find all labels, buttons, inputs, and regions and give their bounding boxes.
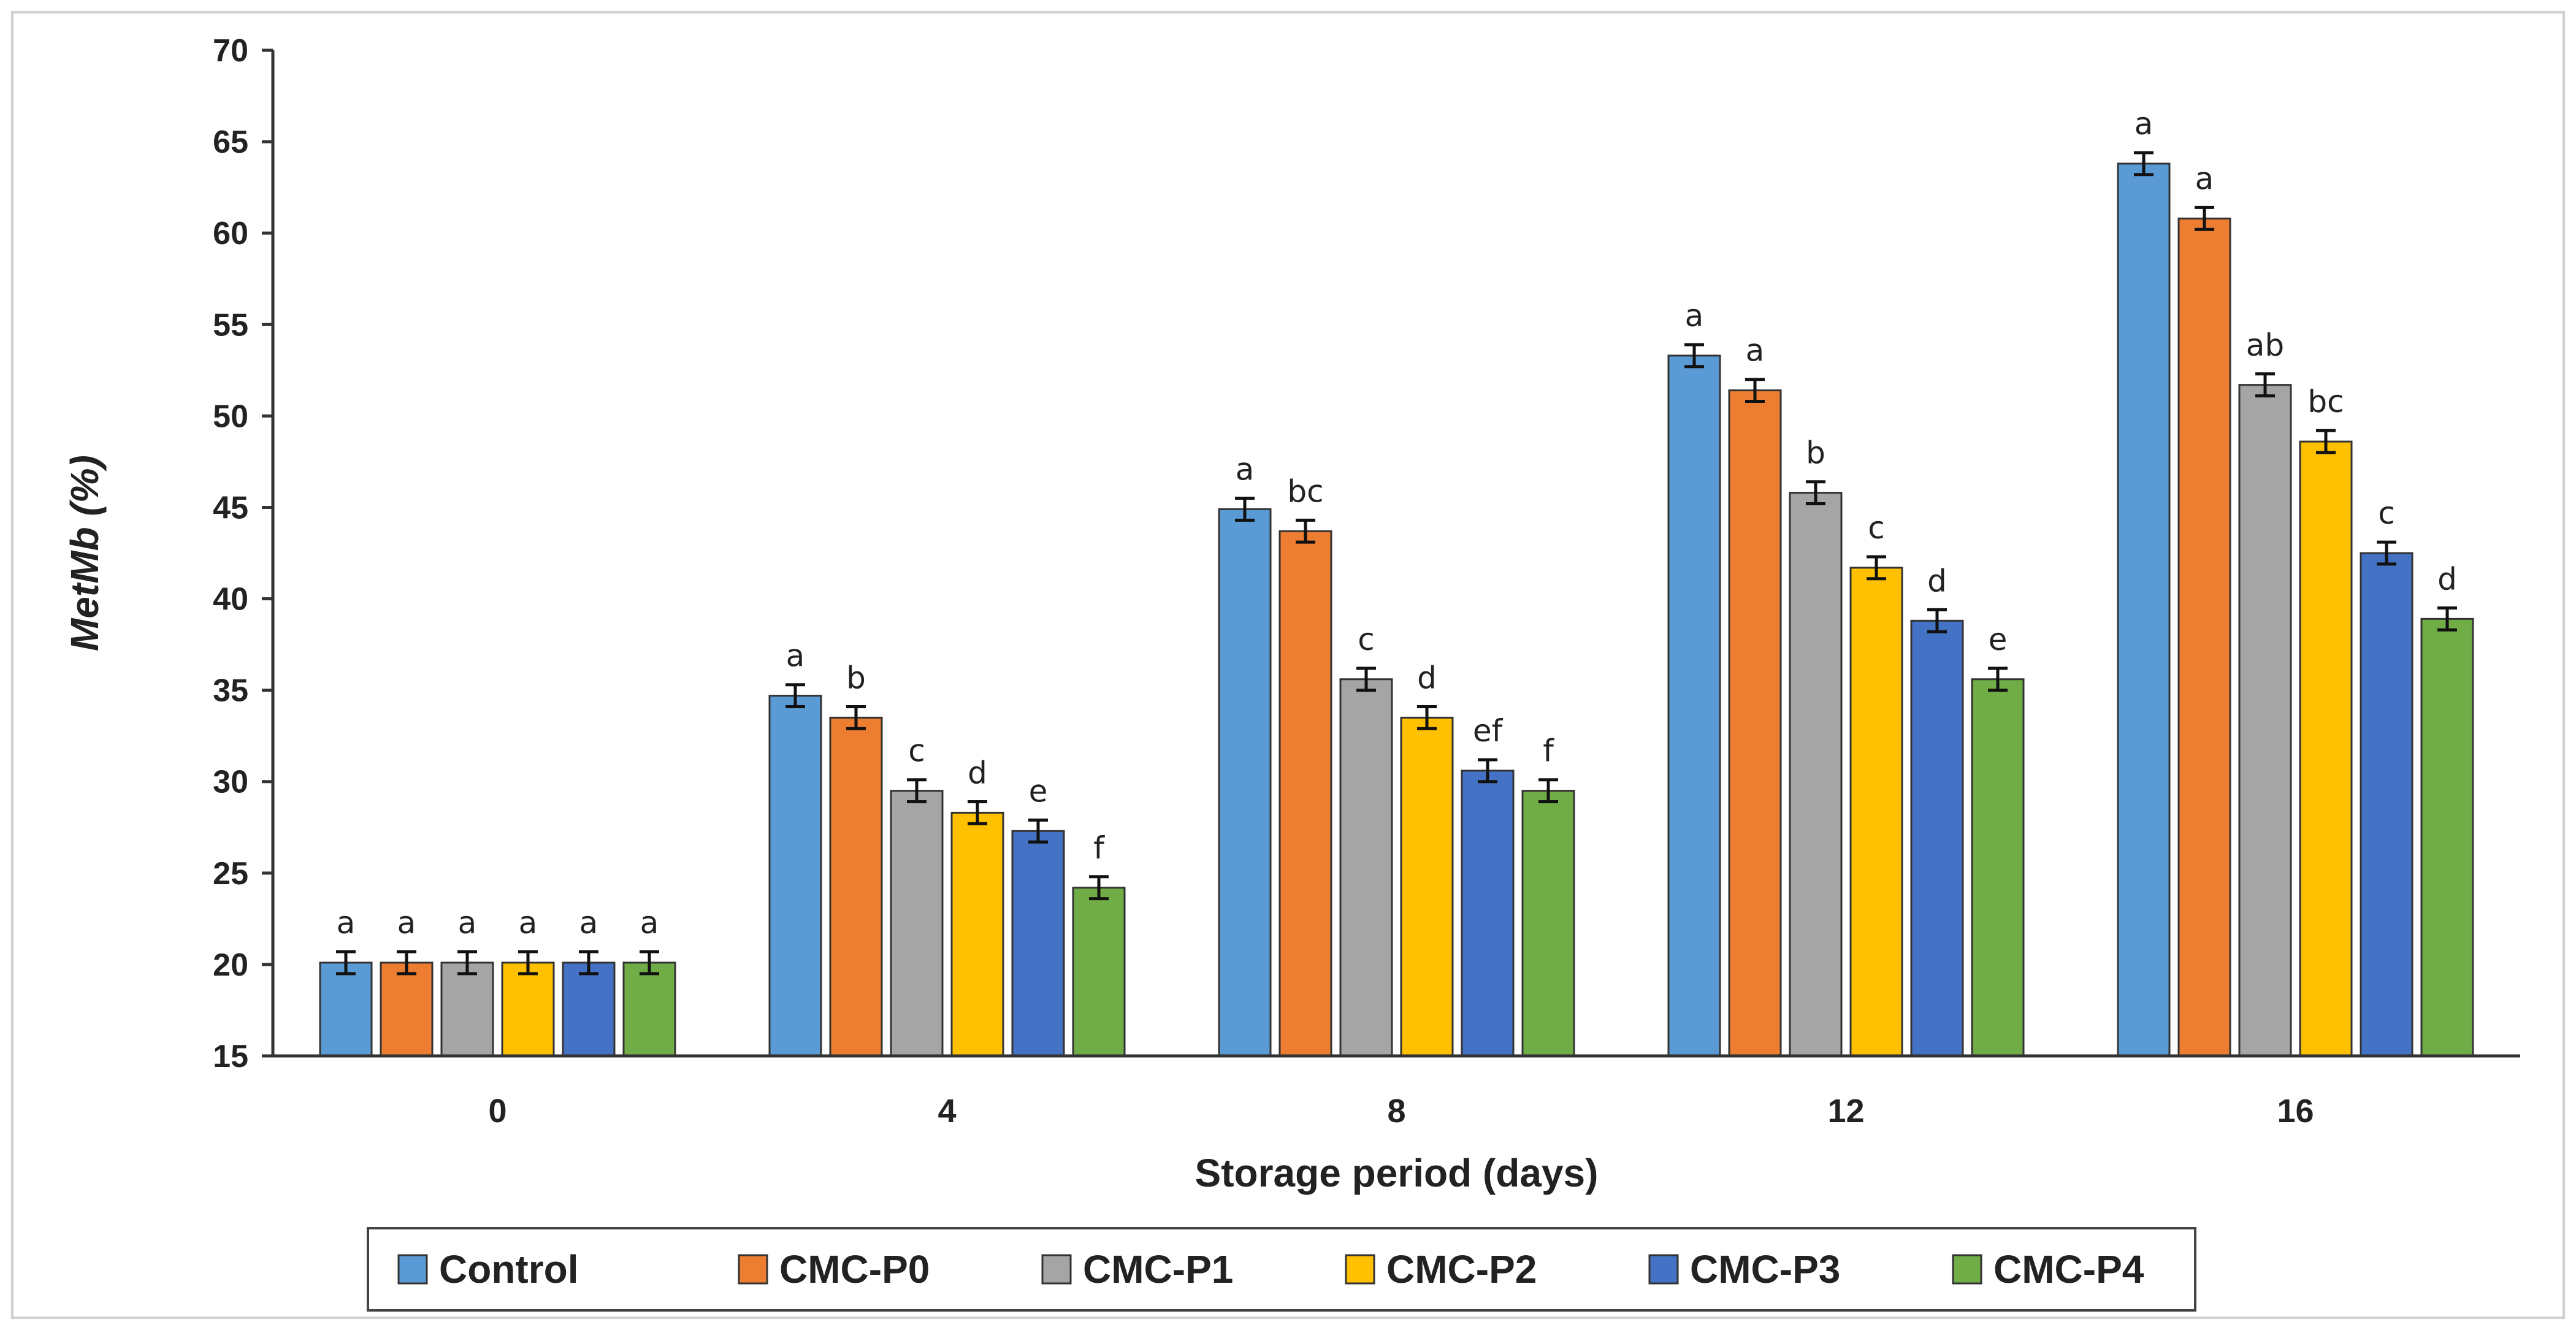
significance-label: a xyxy=(458,905,477,941)
legend-label-cmc-p2: CMC-P2 xyxy=(1386,1247,1537,1291)
significance-label: a xyxy=(786,638,805,674)
legend-label-control: Control xyxy=(439,1247,579,1291)
legend-swatch-cmc-p1 xyxy=(1041,1254,1072,1285)
bar-cmc-p2-day-8 xyxy=(1400,716,1454,1057)
significance-label: a xyxy=(1746,333,1765,369)
y-tick-label: 30 xyxy=(213,765,248,800)
significance-label: a xyxy=(2135,106,2154,142)
y-tick-label: 40 xyxy=(213,582,248,617)
significance-label: a xyxy=(337,905,356,941)
legend-swatch-cmc-p0 xyxy=(738,1254,768,1285)
bar-cmc-p4-day-12 xyxy=(1971,678,2025,1057)
bar-cmc-p4-day-16 xyxy=(2420,617,2474,1057)
bar-control-day-4 xyxy=(768,695,822,1057)
bar-cmc-p1-day-16 xyxy=(2238,384,2292,1057)
significance-label: a xyxy=(397,905,416,941)
significance-label: c xyxy=(1358,622,1375,657)
significance-label: d xyxy=(968,755,987,791)
significance-label: a xyxy=(1236,452,1255,487)
bar-cmc-p2-day-16 xyxy=(2299,440,2353,1057)
significance-label: e xyxy=(1029,773,1048,809)
legend-swatch-cmc-p2 xyxy=(1345,1254,1375,1285)
legend-label-cmc-p3: CMC-P3 xyxy=(1690,1247,1840,1291)
y-tick-label: 70 xyxy=(213,33,248,69)
bar-cmc-p0-day-4 xyxy=(829,716,883,1057)
legend-label-cmc-p0: CMC-P0 xyxy=(779,1247,930,1291)
bar-cmc-p2-day-0 xyxy=(501,961,555,1057)
bar-cmc-p4-day-8 xyxy=(1521,790,1575,1057)
y-tick-label: 25 xyxy=(213,856,248,892)
legend: Control CMC-P0 CMC-P1 CMC-P2 CMC-P3 CMC-P4 xyxy=(367,1227,2196,1312)
bar-control-day-12 xyxy=(1667,354,1721,1057)
y-axis-title: MetMb (%) xyxy=(63,455,107,651)
bar-control-day-8 xyxy=(1218,508,1272,1057)
bar-cmc-p3-day-12 xyxy=(1910,619,1964,1057)
significance-label: d xyxy=(1927,563,1947,598)
bar-cmc-p1-day-4 xyxy=(890,790,944,1057)
x-tick-label: 0 xyxy=(488,1093,506,1129)
x-tick-label: 12 xyxy=(1827,1093,1864,1129)
bar-cmc-p3-day-8 xyxy=(1461,770,1515,1057)
significance-label: b xyxy=(846,660,866,695)
bar-cmc-p0-day-12 xyxy=(1728,389,1782,1057)
significance-label: d xyxy=(1417,660,1437,695)
legend-swatch-cmc-p4 xyxy=(1952,1254,1982,1285)
plot-area xyxy=(262,48,2520,1058)
bar-cmc-p0-day-16 xyxy=(2177,217,2231,1057)
significance-label: bc xyxy=(1287,473,1323,509)
significance-label: bc xyxy=(2307,384,2344,419)
significance-label: a xyxy=(2195,161,2214,196)
y-tick-label: 15 xyxy=(213,1039,248,1074)
significance-label: c xyxy=(908,733,925,769)
bar-cmc-p2-day-12 xyxy=(1849,567,1903,1057)
bar-control-day-0 xyxy=(319,961,373,1057)
significance-label: f xyxy=(1543,733,1554,769)
y-tick-label: 20 xyxy=(213,947,248,983)
legend-box xyxy=(367,1227,2196,1312)
bar-cmc-p0-day-8 xyxy=(1278,530,1332,1057)
bar-cmc-p3-day-16 xyxy=(2360,552,2414,1057)
bar-cmc-p0-day-0 xyxy=(380,961,434,1057)
significance-label: e xyxy=(1989,622,2008,657)
legend-label-cmc-p1: CMC-P1 xyxy=(1083,1247,1233,1291)
significance-label: b xyxy=(1806,435,1825,471)
bar-cmc-p1-day-0 xyxy=(440,961,494,1057)
bar-cmc-p4-day-0 xyxy=(622,961,676,1057)
significance-label: ef xyxy=(1473,713,1504,749)
x-tick-label: 16 xyxy=(2277,1093,2314,1129)
significance-label: a xyxy=(579,905,598,941)
legend-swatch-control xyxy=(397,1254,428,1285)
legend-label-cmc-p4: CMC-P4 xyxy=(1993,1247,2144,1291)
y-tick-label: 65 xyxy=(213,124,248,160)
significance-label: a xyxy=(640,905,659,941)
y-tick-label: 60 xyxy=(213,216,248,251)
bar-control-day-16 xyxy=(2117,162,2171,1057)
y-tick-label: 45 xyxy=(213,490,248,526)
bar-cmc-p3-day-4 xyxy=(1011,830,1065,1057)
bar-cmc-p1-day-12 xyxy=(1789,492,1843,1057)
significance-label: c xyxy=(1868,510,1885,546)
bar-cmc-p1-day-8 xyxy=(1339,678,1393,1057)
significance-label: a xyxy=(1685,298,1704,334)
bar-cmc-p4-day-4 xyxy=(1072,887,1126,1057)
y-tick-label: 55 xyxy=(213,307,248,343)
bar-cmc-p2-day-4 xyxy=(950,811,1004,1057)
legend-swatch-cmc-p3 xyxy=(1648,1254,1679,1285)
significance-label: f xyxy=(1093,830,1105,866)
x-axis-title: Storage period (days) xyxy=(1195,1151,1599,1195)
x-tick-label: 8 xyxy=(1387,1093,1405,1129)
y-tick-label: 35 xyxy=(213,673,248,709)
significance-label: a xyxy=(519,905,538,941)
bar-cmc-p3-day-0 xyxy=(562,961,616,1057)
y-tick-label: 50 xyxy=(213,399,248,434)
significance-label: c xyxy=(2378,495,2395,531)
x-tick-label: 4 xyxy=(938,1093,956,1129)
significance-label: d xyxy=(2437,561,2457,597)
significance-label: ab xyxy=(2246,327,2284,363)
